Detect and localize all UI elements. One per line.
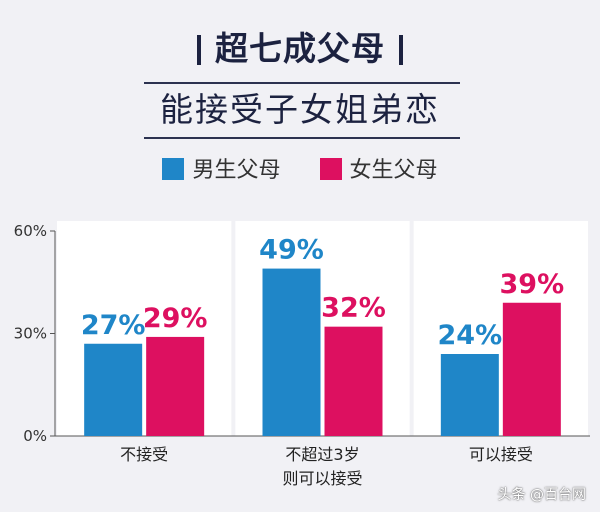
title-right-bar xyxy=(399,35,403,65)
x-tick-label: 不接受 xyxy=(120,445,168,464)
title-divider-bottom xyxy=(144,137,460,139)
title-row: 超七成父母 xyxy=(0,24,600,74)
legend-swatch-male xyxy=(162,158,185,180)
watermark: 头条 @百台网 xyxy=(497,487,586,503)
x-tick-label: 可以接受 xyxy=(469,445,533,464)
data-label-male: 49% xyxy=(259,235,324,266)
bar-male xyxy=(262,268,321,436)
y-tick-label: 30% xyxy=(14,325,47,343)
legend-swatch-female xyxy=(319,158,342,180)
y-tick-label: 60% xyxy=(14,222,47,240)
legend-label-male: 男生父母 xyxy=(192,158,281,183)
data-label-male: 24% xyxy=(438,320,503,351)
bar-male xyxy=(440,354,499,436)
chart-subtitle: 能接受子女姐弟恋 xyxy=(160,90,440,129)
legend-label-female: 女生父母 xyxy=(349,158,438,183)
legend-item-male: 男生父母 xyxy=(162,152,281,184)
title-divider-top xyxy=(144,82,460,84)
chart-title: 超七成父母 xyxy=(215,29,385,68)
data-label-female: 32% xyxy=(321,293,386,324)
bar-female xyxy=(324,326,383,436)
bar-female xyxy=(146,336,205,436)
bar-male xyxy=(84,343,143,436)
data-label-female: 29% xyxy=(143,303,208,334)
data-label-male: 27% xyxy=(81,310,146,341)
y-tick-label: 0% xyxy=(23,427,47,445)
x-tick-label: 则可以接受 xyxy=(282,469,362,488)
title-left-bar xyxy=(197,35,201,65)
x-tick-label: 不超过3岁 xyxy=(285,445,359,464)
legend-item-female: 女生父母 xyxy=(319,152,438,184)
bar-female xyxy=(502,302,561,436)
legend: 男生父母 女生父母 xyxy=(0,152,600,184)
data-label-female: 39% xyxy=(500,269,565,300)
